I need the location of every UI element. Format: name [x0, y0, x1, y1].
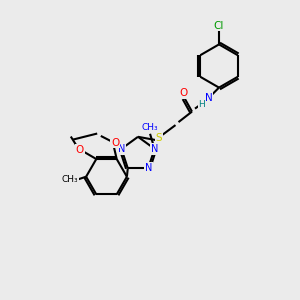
Text: N: N [145, 163, 152, 173]
Text: O: O [76, 145, 84, 155]
Text: CH₃: CH₃ [61, 175, 78, 184]
Text: H: H [199, 100, 205, 109]
Text: O: O [111, 137, 119, 148]
Text: S: S [156, 133, 162, 143]
Text: N: N [118, 144, 125, 154]
Text: CH₃: CH₃ [142, 123, 158, 132]
Text: O: O [179, 88, 187, 98]
Text: N: N [205, 93, 212, 103]
Text: N: N [151, 144, 158, 154]
Text: Cl: Cl [214, 20, 224, 31]
